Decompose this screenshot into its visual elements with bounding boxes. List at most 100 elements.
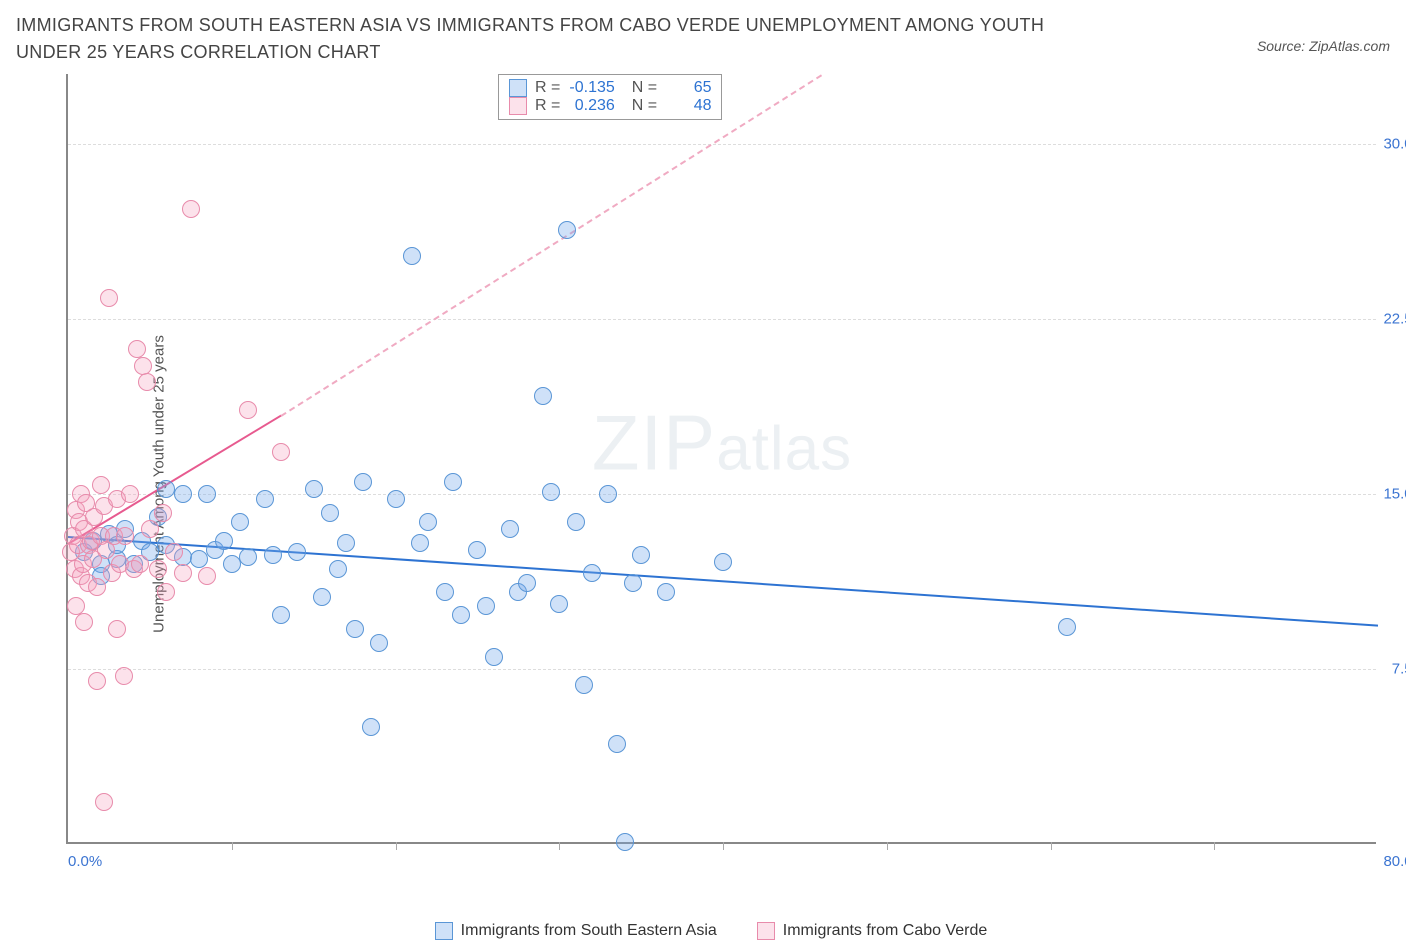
data-point — [174, 564, 192, 582]
data-point — [436, 583, 454, 601]
x-tick — [396, 842, 397, 850]
data-point — [477, 597, 495, 615]
data-point — [134, 357, 152, 375]
legend-row-blue: R = -0.135 N = 65 — [509, 79, 711, 97]
data-point — [128, 340, 146, 358]
data-point — [272, 443, 290, 461]
data-point — [239, 548, 257, 566]
data-point — [256, 490, 274, 508]
data-point — [346, 620, 364, 638]
legend-label-blue: Immigrants from South Eastern Asia — [461, 922, 717, 940]
legend-label-pink: Immigrants from Cabo Verde — [783, 922, 988, 940]
data-point — [616, 833, 634, 851]
data-point — [75, 613, 93, 631]
legend-item-blue: Immigrants from South Eastern Asia — [435, 922, 717, 940]
data-point — [157, 480, 175, 498]
data-point — [121, 485, 139, 503]
r-value-blue: -0.135 — [565, 79, 615, 97]
swatch-blue — [509, 79, 527, 97]
data-point — [182, 200, 200, 218]
data-point — [608, 735, 626, 753]
data-point — [362, 718, 380, 736]
data-point — [444, 473, 462, 491]
data-point — [288, 543, 306, 561]
data-point — [321, 504, 339, 522]
x-tick — [232, 842, 233, 850]
x-tick-label: 80.0% — [1383, 853, 1406, 870]
data-point — [354, 473, 372, 491]
x-tick — [1214, 842, 1215, 850]
y-tick-label: 7.5% — [1392, 661, 1406, 678]
swatch-pink — [509, 97, 527, 115]
data-point — [305, 480, 323, 498]
data-point — [174, 485, 192, 503]
data-point — [599, 485, 617, 503]
data-point — [223, 555, 241, 573]
data-point — [575, 676, 593, 694]
data-point — [95, 793, 113, 811]
data-point — [714, 553, 732, 571]
data-point — [108, 620, 126, 638]
watermark-main: ZIP — [592, 398, 716, 486]
data-point — [92, 476, 110, 494]
data-point — [583, 564, 601, 582]
data-point — [272, 606, 290, 624]
gridline — [68, 144, 1376, 145]
legend-item-pink: Immigrants from Cabo Verde — [757, 922, 988, 940]
data-point — [198, 567, 216, 585]
data-point — [264, 546, 282, 564]
gridline — [68, 319, 1376, 320]
x-tick — [559, 842, 560, 850]
n-value-blue: 65 — [661, 79, 711, 97]
n-value-pink: 48 — [661, 97, 711, 115]
trend-line-pink-dashed — [280, 74, 821, 416]
y-tick-label: 22.5% — [1383, 311, 1406, 328]
chart-header: IMMIGRANTS FROM SOUTH EASTERN ASIA VS IM… — [16, 12, 1390, 66]
data-point — [501, 520, 519, 538]
series-legend: Immigrants from South Eastern Asia Immig… — [66, 922, 1356, 940]
data-point — [215, 532, 233, 550]
data-point — [131, 555, 149, 573]
y-tick-label: 15.0% — [1383, 486, 1406, 503]
plot-area: ZIPatlas R = -0.135 N = 65 R = 0.236 N =… — [66, 74, 1376, 844]
legend-swatch-pink — [757, 922, 775, 940]
data-point — [239, 401, 257, 419]
legend-row-pink: R = 0.236 N = 48 — [509, 97, 711, 115]
data-point — [67, 597, 85, 615]
source-name: ZipAtlas.com — [1309, 38, 1390, 54]
r-label-pink: R = 0.236 — [535, 97, 615, 115]
data-point — [138, 373, 156, 391]
r-label-blue: R = -0.135 — [535, 79, 615, 97]
legend-swatch-blue — [435, 922, 453, 940]
data-point — [1058, 618, 1076, 636]
data-point — [116, 527, 134, 545]
data-point — [149, 560, 167, 578]
data-point — [567, 513, 585, 531]
n-label-pink: N = 48 — [623, 97, 712, 115]
data-point — [141, 520, 159, 538]
data-point — [518, 574, 536, 592]
gridline — [68, 669, 1376, 670]
data-point — [100, 289, 118, 307]
x-tick — [723, 842, 724, 850]
data-point — [337, 534, 355, 552]
data-point — [624, 574, 642, 592]
data-point — [231, 513, 249, 531]
data-point — [534, 387, 552, 405]
watermark-sub: atlas — [716, 414, 852, 483]
data-point — [88, 672, 106, 690]
data-point — [411, 534, 429, 552]
data-point — [370, 634, 388, 652]
data-point — [403, 247, 421, 265]
data-point — [190, 550, 208, 568]
data-point — [387, 490, 405, 508]
data-point — [452, 606, 470, 624]
data-point — [329, 560, 347, 578]
n-label-blue: N = 65 — [623, 79, 712, 97]
source-attribution: Source: ZipAtlas.com — [1257, 12, 1390, 54]
x-tick — [887, 842, 888, 850]
chart-container: Unemployment Among Youth under 25 years … — [16, 74, 1390, 894]
x-tick — [1051, 842, 1052, 850]
data-point — [88, 578, 106, 596]
data-point — [198, 485, 216, 503]
